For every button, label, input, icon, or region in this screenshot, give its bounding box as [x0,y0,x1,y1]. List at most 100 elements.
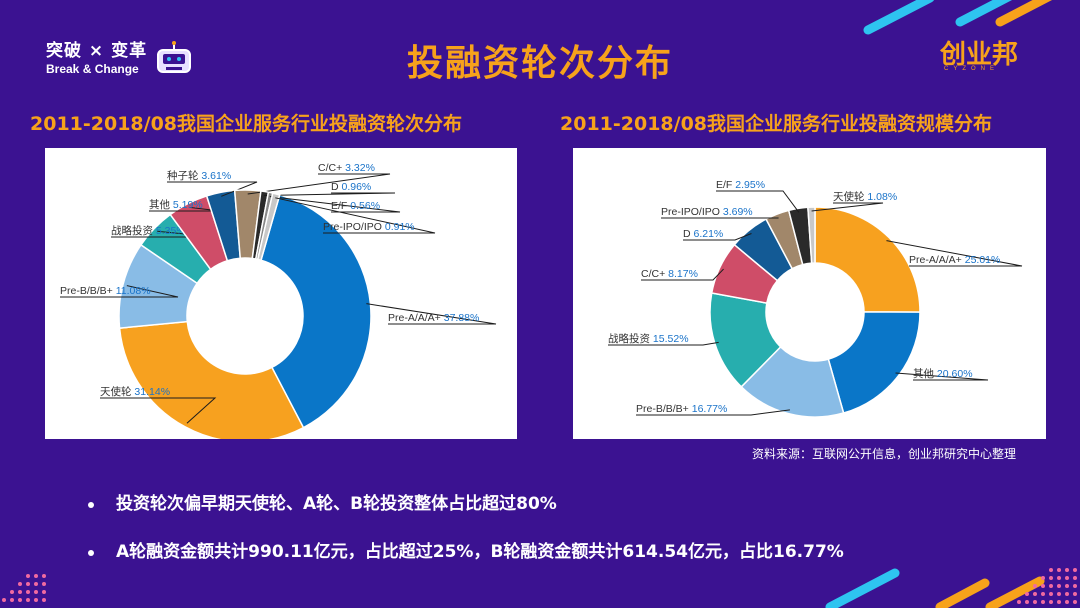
slice-label: E/F 2.95% [716,179,765,191]
leader-line [683,233,752,241]
pie-slice--8 [807,206,816,264]
event-logo-cn: 突破 × 变革 [46,41,148,61]
pie-slice-pre-ipo-ipo-9 [256,192,281,262]
decoration-dot [1041,600,1045,604]
robot-icon [157,41,191,73]
decoration-dot [1057,584,1061,588]
decoration-dot [1041,592,1045,596]
slice-category-label: 其他 [913,367,937,380]
slice-value-label: 0.91% [385,221,415,233]
pie-slice--1 [118,320,305,439]
pie-slice--1 [827,311,921,414]
decoration-dot [42,574,46,578]
slice-category-label: C/C+ [641,268,668,280]
slice-category-label: E/F [716,179,735,191]
leader-line [886,240,1023,267]
slice-value-label: 16.77% [692,403,728,415]
bullet-item: A轮融资金额共计990.11亿元，占比超过25%，B轮融资金额共计614.54亿… [88,538,844,566]
leader-line [269,196,401,213]
source-note: 资料来源：互联网公开信息，创业邦研究中心整理 [752,447,1017,461]
leader-line [811,202,884,212]
decoration-dot [1065,576,1069,580]
slice-value-label: 31.14% [134,386,170,398]
slice-label: 种子轮 3.61% [167,169,231,182]
slice-value-label: 5.35% [156,225,186,237]
slice-category-label: D [331,181,342,193]
decoration-dot [34,590,38,594]
donut-chart-rounds: Pre-A/A/A+ 37.88% 天使轮 31.14% Pre-B/B/B+ 11… [60,162,497,439]
decoration-dot [1049,584,1053,588]
decoration-dot [1033,592,1037,596]
decoration-dot [34,574,38,578]
slice-value-label: 25.01% [965,254,1001,266]
slice-category-label: Pre-IPO/IPO [661,206,723,218]
decoration-dot [10,598,14,602]
bullet-dot-icon [88,550,94,556]
slice-label: 天使轮 1.08% [833,190,897,203]
page-title: 投融资轮次分布 [406,43,673,84]
slice-label: E/F 0.56% [331,200,380,212]
decoration-dot [1057,568,1061,572]
decoration-dot [42,582,46,586]
slice-label: Pre-A/A/A+ 25.01% [909,254,1000,266]
slice-label: 天使轮 31.14% [100,385,170,398]
decoration-stripes-top-right [863,0,1053,35]
leader-line [636,409,790,416]
leader-line [716,190,800,213]
bullet-item: 投资轮次偏早期天使轮、A轮、B轮投资整体占比超过80% [88,490,844,518]
decoration-dot [1025,592,1029,596]
bullet-list: 投资轮次偏早期天使轮、A轮、B轮投资整体占比超过80% A轮融资金额共计990.… [88,490,844,566]
decoration-dots-bottom-left [2,574,46,602]
slice-value-label: 3.69% [723,206,753,218]
slice-category-label: Pre-A/A/A+ [388,312,444,324]
slice-category-label: Pre-B/B/B+ [636,403,692,415]
decoration-dot [26,598,30,602]
leader-line [366,303,497,325]
slice-value-label: 0.96% [342,181,372,193]
slice-label: 其他 20.60% [913,367,973,380]
decoration-dot [1057,600,1061,604]
chart-title-scale: 2011-2018/08我国企业服务行业投融资规模分布 [560,113,993,135]
decoration-dot [18,598,22,602]
slice-label: Pre-IPO/IPO 0.91% [323,221,415,233]
slice-value-label: 1.08% [867,191,897,203]
decoration-dot [1041,576,1045,580]
decoration-dot [1073,568,1077,572]
leader-line [264,192,396,196]
slice-value-label: 2.95% [735,179,765,191]
decoration-dot [1049,592,1053,596]
decoration-dot [1073,592,1077,596]
slice-category-label: 战略投资 [608,332,653,345]
slice-value-label: 3.61% [201,170,231,182]
slice-label: D 6.21% [683,228,723,240]
decoration-dot [1057,592,1061,596]
slice-value-label: 8.17% [668,268,698,280]
slice-value-label: 6.21% [694,228,724,240]
decoration-stripes-bottom-right [825,568,1045,608]
decoration-dot [1033,600,1037,604]
decoration-dot [1073,600,1077,604]
slice-value-label: 5.19% [173,199,203,211]
slice-category-label: D [683,228,694,240]
slice-value-label: 37.88% [444,312,480,324]
decoration-dot [1065,584,1069,588]
decoration-dot [26,590,30,594]
leader-line [167,181,258,197]
decoration-dot [1049,600,1053,604]
decoration-dot [2,598,6,602]
bullet-dot-icon [88,502,94,508]
bullet-text: 投资轮次偏早期天使轮、A轮、B轮投资整体占比超过80% [116,494,557,514]
decoration-dots-bottom-right [1017,568,1077,604]
brand-logo-sub: CYZONE [944,66,1000,72]
decoration-dot [10,590,14,594]
leader-line [895,372,989,381]
slice-value-label: 11.08% [116,285,151,297]
bullet-text: A轮融资金额共计990.11亿元，占比超过25%，B轮融资金额共计614.54亿… [116,542,844,562]
pie-slice-pre-a-a-a-0 [260,193,372,429]
slice-label: 战略投资 5.35% [111,224,186,237]
slice-category-label: 天使轮 [833,190,867,203]
decoration-dot [1057,576,1061,580]
decoration-dot [1049,568,1053,572]
slice-label: C/C+ 3.32% [318,162,375,174]
decoration-dot [34,582,38,586]
